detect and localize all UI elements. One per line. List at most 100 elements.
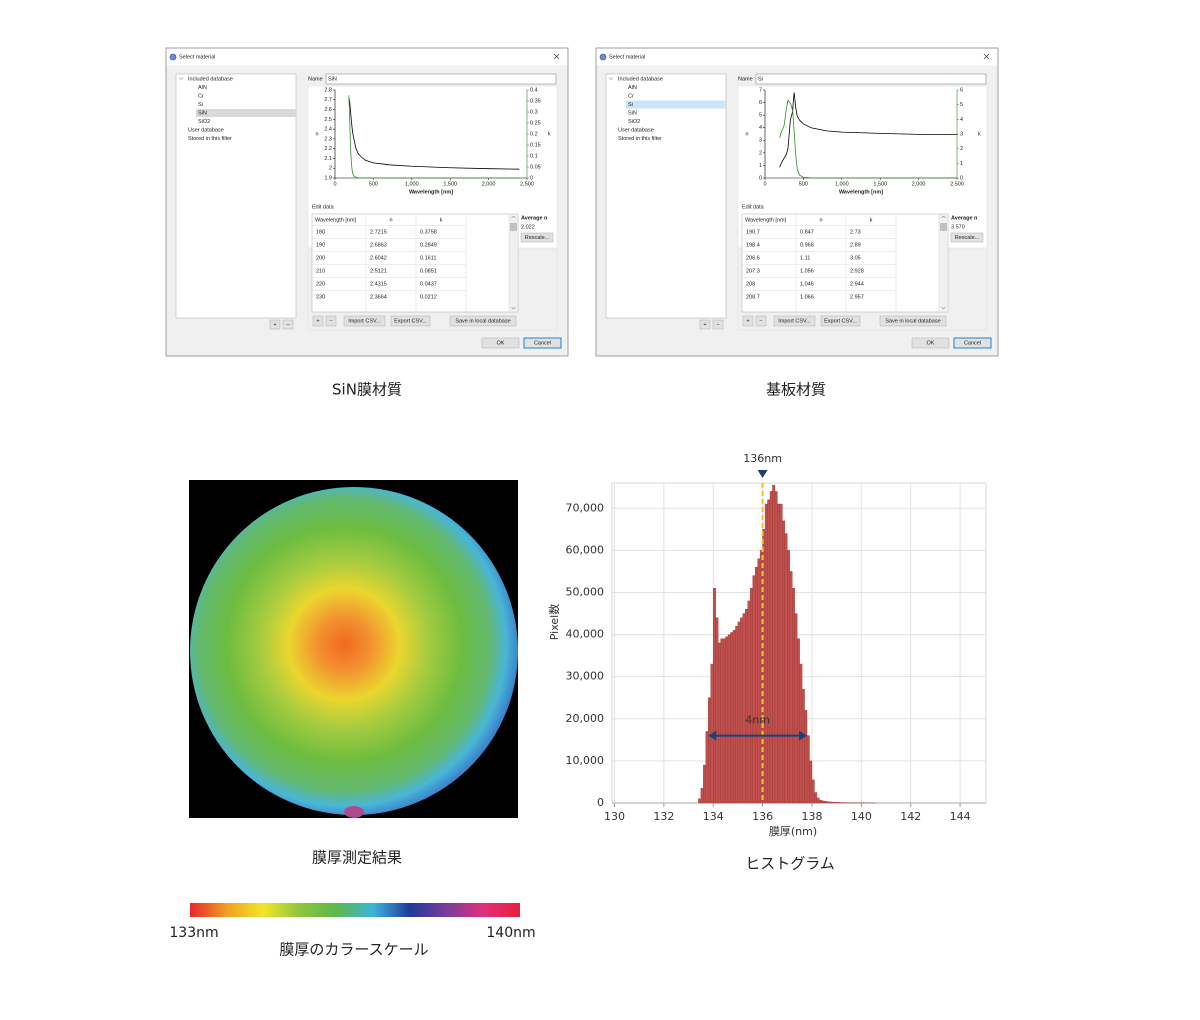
button[interactable] (742, 315, 754, 327)
x-tick-label: 500 (799, 181, 808, 187)
thickness-map (189, 480, 518, 818)
y-tick-label: 6 (759, 100, 762, 106)
tree-item[interactable]: Cr (198, 93, 204, 99)
name-label: Name (738, 76, 753, 82)
table-frame (741, 213, 949, 313)
expander (178, 77, 184, 80)
button[interactable] (282, 319, 294, 330)
notch (344, 806, 364, 818)
bar (836, 802, 840, 804)
button[interactable] (520, 232, 554, 243)
scrollbar (938, 213, 949, 313)
tree-item[interactable]: User database (188, 127, 224, 133)
tree-item[interactable]: User database (618, 127, 654, 133)
tree-item[interactable]: Si (198, 102, 203, 108)
y-tick-label: 10,000 (566, 754, 605, 767)
y-tick-label: 1 (759, 163, 762, 169)
y-tick-label: 40,000 (566, 628, 605, 641)
bar (745, 609, 748, 804)
table-cell: 1.046 (800, 281, 814, 287)
app-icon (599, 53, 607, 61)
bar (769, 491, 773, 804)
tree-item[interactable]: SiO2 (198, 119, 210, 125)
histogram: 0 10,000 20,000 30,000 40,000 50,000 60,000 70,… (548, 452, 987, 838)
button[interactable] (950, 232, 984, 243)
tree-item[interactable]: Cr (628, 93, 634, 99)
button[interactable] (481, 337, 520, 349)
tree-item[interactable]: Si (628, 102, 633, 108)
y2-tick-label: 0.1 (530, 153, 538, 159)
bar (727, 634, 731, 804)
button[interactable] (773, 315, 816, 327)
button[interactable] (312, 315, 324, 327)
average-value: 2.022 (521, 224, 535, 230)
tree-item[interactable]: AlN (628, 85, 637, 91)
button[interactable] (911, 337, 950, 349)
bar (789, 571, 793, 804)
tree-item: Included database (188, 76, 233, 82)
bar (796, 638, 800, 804)
button-label: + (316, 318, 319, 324)
y2-tick-label: 2 (960, 146, 963, 152)
tree-item[interactable]: SiN (198, 110, 207, 116)
edit-label: Edit data (742, 204, 765, 210)
x-tick-label: 0 (333, 181, 336, 187)
table-cell: 206.6 (746, 255, 760, 261)
button[interactable] (269, 319, 281, 330)
bar (784, 533, 788, 804)
y-tick-label: 30,000 (566, 670, 605, 683)
caption: 膜厚測定結果 (312, 849, 402, 867)
button[interactable] (523, 337, 562, 349)
selection (626, 100, 726, 109)
x-tick-label: 2,500 (520, 181, 534, 187)
y2-tick-label: 0.15 (530, 142, 541, 148)
tree-item[interactable]: Stored in this filter (188, 136, 232, 142)
y2-tick-label: 0.25 (530, 120, 541, 126)
bar (792, 588, 795, 804)
tree-item[interactable]: SiN (628, 110, 637, 116)
name-input[interactable] (325, 73, 557, 85)
y2-axis-label: k (978, 131, 981, 137)
button[interactable] (390, 315, 431, 327)
curve (779, 99, 957, 179)
close-icon[interactable] (553, 53, 560, 60)
bar (764, 503, 768, 804)
table-cell: 230 (316, 294, 325, 300)
marker-arrow (757, 470, 768, 478)
tree-item[interactable]: Stored in this filter (618, 136, 662, 142)
button[interactable] (820, 315, 861, 327)
button[interactable] (879, 315, 947, 327)
button[interactable] (699, 319, 711, 330)
button[interactable] (325, 315, 337, 327)
name-input[interactable] (755, 73, 987, 85)
table-header: k (870, 217, 873, 223)
tree-item[interactable]: AlN (198, 85, 207, 91)
y-tick-label: 60,000 (566, 543, 605, 556)
x-axis-label: Wavelength [nm] (839, 189, 883, 195)
table-cell: 2.3664 (370, 294, 387, 300)
y-tick-label: 4 (759, 125, 762, 131)
table: Wavelength [nm] n k 190.7 0.847 2.73 198.4 0.96… (741, 213, 949, 313)
bar (708, 697, 711, 804)
caption: SiN膜材質 (332, 381, 402, 399)
y-tick-label: 2.5 (324, 117, 332, 123)
bar (831, 801, 835, 804)
button[interactable] (953, 337, 992, 349)
button-label: OK (497, 340, 505, 346)
button[interactable] (343, 315, 386, 327)
button[interactable] (712, 319, 724, 330)
button[interactable] (755, 315, 767, 327)
y-tick-label: 2.4 (324, 127, 332, 133)
bar (782, 520, 786, 804)
tree-item[interactable]: SiO2 (628, 119, 640, 125)
bar (750, 588, 753, 804)
table-cell: 0.2849 (420, 242, 437, 248)
close-icon[interactable] (983, 53, 990, 60)
bar (774, 491, 778, 804)
y-tick-label: 2.6 (324, 107, 332, 113)
y-tick-label: 2.3 (324, 136, 332, 142)
button[interactable] (449, 315, 517, 327)
bar (700, 788, 704, 804)
color-scale-bar (190, 903, 520, 917)
button-label: Cancel (964, 340, 981, 346)
